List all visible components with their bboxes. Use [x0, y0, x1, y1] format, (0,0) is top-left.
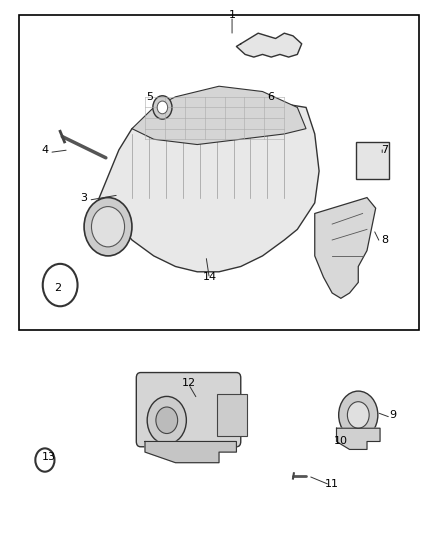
Circle shape — [43, 264, 78, 306]
Circle shape — [35, 448, 54, 472]
Text: 7: 7 — [381, 145, 388, 155]
Circle shape — [157, 101, 168, 114]
FancyBboxPatch shape — [136, 373, 241, 447]
Text: 1: 1 — [229, 10, 236, 20]
Text: 2: 2 — [54, 282, 61, 293]
Circle shape — [92, 207, 124, 247]
Polygon shape — [97, 97, 319, 272]
Circle shape — [339, 391, 378, 439]
FancyBboxPatch shape — [19, 14, 419, 330]
Polygon shape — [132, 86, 306, 144]
Polygon shape — [237, 33, 302, 57]
FancyBboxPatch shape — [356, 142, 389, 179]
Text: 14: 14 — [203, 272, 217, 282]
Text: 8: 8 — [381, 235, 388, 245]
Text: 5: 5 — [146, 92, 153, 102]
Text: 6: 6 — [268, 92, 275, 102]
Text: 9: 9 — [389, 410, 397, 420]
Circle shape — [156, 407, 178, 433]
Text: 13: 13 — [42, 453, 56, 463]
Text: 3: 3 — [81, 192, 88, 203]
FancyBboxPatch shape — [217, 394, 247, 436]
Text: 11: 11 — [325, 479, 339, 489]
Circle shape — [347, 402, 369, 428]
Circle shape — [153, 96, 172, 119]
Circle shape — [147, 397, 186, 444]
Polygon shape — [315, 198, 376, 298]
Circle shape — [84, 198, 132, 256]
Text: 12: 12 — [181, 378, 196, 388]
Polygon shape — [145, 441, 237, 463]
Polygon shape — [336, 428, 380, 449]
Text: 10: 10 — [334, 437, 348, 447]
Text: 4: 4 — [41, 145, 49, 155]
